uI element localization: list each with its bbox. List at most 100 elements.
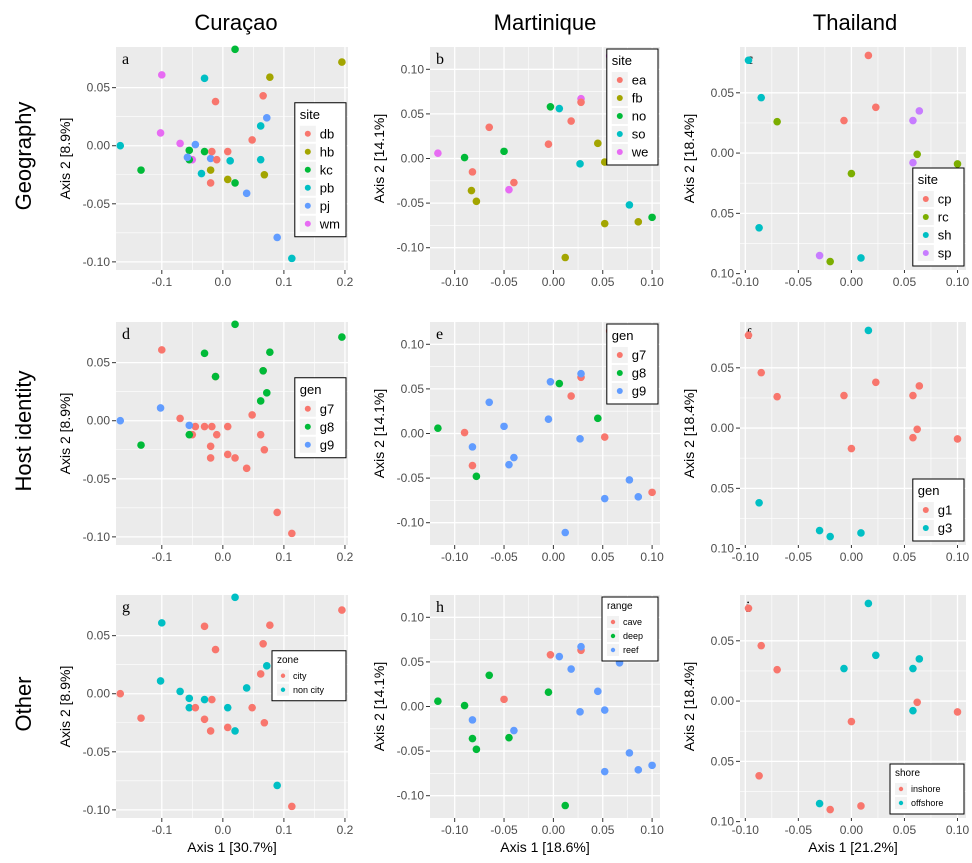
data-point <box>242 684 251 692</box>
legend-entry-label: kc <box>320 162 334 177</box>
y-axis-label: Axis 2 [14.1%] <box>371 662 387 752</box>
data-point <box>137 714 145 722</box>
data-point <box>288 802 296 811</box>
data-point <box>206 154 215 163</box>
data-point <box>953 160 962 168</box>
legend-entry-label: g1 <box>938 503 952 518</box>
data-point <box>116 416 125 425</box>
x-tick-label: 0.0 <box>214 550 231 564</box>
panel-h: -0.10 -0.05 0.00 0.05 0.10 0.10 0.05 0.00 -0.05 -… <box>371 595 664 855</box>
data-point <box>913 698 921 707</box>
data-point <box>206 166 215 174</box>
data-point <box>116 689 125 698</box>
data-point <box>460 701 469 710</box>
data-point <box>137 441 145 449</box>
data-point <box>847 169 856 178</box>
data-point <box>137 166 145 174</box>
data-point <box>259 91 267 100</box>
panel-i: -0.10-0.050.000.050.100.050.000.050.10iA… <box>681 595 970 855</box>
x-tick-label: -0.05 <box>785 550 813 564</box>
data-point <box>200 74 209 83</box>
data-point <box>200 622 209 631</box>
data-point <box>185 421 194 430</box>
data-point <box>485 398 494 407</box>
data-point <box>176 139 184 148</box>
panel-d: -0.1 0.0 0.1 0.2 0.05 0.00 -0.05 -0.10 d Axis 2 [… <box>57 320 354 564</box>
legend-key <box>616 77 623 83</box>
data-point <box>191 703 200 712</box>
legend-title: shore <box>895 768 920 779</box>
data-point <box>223 422 232 431</box>
legend-key <box>616 131 623 137</box>
data-point <box>576 435 584 443</box>
x-axis-label: Axis 1 [18.6%] <box>500 839 590 855</box>
legend-key <box>922 250 929 256</box>
legend-key <box>280 687 286 692</box>
data-point <box>561 801 570 810</box>
x-tick-label: -0.10 <box>441 823 469 837</box>
data-point <box>561 253 570 262</box>
data-point <box>157 619 166 627</box>
data-point <box>594 687 602 696</box>
legend-entry-label: g3 <box>938 521 952 536</box>
legend-key <box>304 220 311 227</box>
x-tick-label: 0.0 <box>214 823 231 837</box>
y-tick-label: 0.05 <box>401 382 425 396</box>
data-point <box>505 460 513 469</box>
legend-key <box>304 130 311 137</box>
x-tick-label: 0.2 <box>337 823 354 837</box>
data-point <box>577 369 585 378</box>
data-point <box>953 708 962 716</box>
panel-letter: a <box>122 51 129 68</box>
row-title-host-identity: Host identity <box>11 370 36 491</box>
data-point <box>555 652 564 661</box>
data-point <box>600 433 609 441</box>
x-tick-label: -0.05 <box>490 823 518 837</box>
data-point <box>468 716 477 724</box>
data-point <box>211 645 220 654</box>
data-point <box>260 718 269 727</box>
data-point <box>212 430 221 439</box>
y-tick-label: -0.10 <box>397 516 425 530</box>
data-point <box>467 186 476 195</box>
y-tick-label: 0.10 <box>401 610 425 624</box>
legend: gen g7 g8 g9 <box>294 377 347 459</box>
x-tick-label: -0.1 <box>151 275 172 289</box>
data-point <box>468 443 477 451</box>
data-point <box>544 688 553 697</box>
data-point <box>546 102 555 111</box>
data-point <box>206 454 215 462</box>
x-tick-label: 0.10 <box>946 823 970 837</box>
legend-title: gen <box>300 382 322 397</box>
legend-entry-label: we <box>631 145 649 160</box>
x-tick-label: 0.00 <box>840 275 864 289</box>
legend-entry-label: inshore <box>911 784 941 794</box>
column-title-curacao: Curaçao <box>194 10 277 35</box>
x-tick-label: 0.1 <box>276 823 293 837</box>
data-point <box>200 147 209 156</box>
data-point <box>872 651 880 660</box>
legend-entry-label: rc <box>938 210 949 225</box>
legend-entry-label: pj <box>320 198 330 213</box>
y-tick-label: 0.05 <box>87 356 111 370</box>
data-point <box>864 599 873 608</box>
y-tick-label: -0.05 <box>83 197 111 211</box>
data-point <box>826 257 834 266</box>
x-tick-label: -0.05 <box>785 823 813 837</box>
data-point <box>648 213 656 222</box>
data-point <box>953 435 962 443</box>
data-point <box>256 430 265 439</box>
legend-key <box>898 786 904 792</box>
panel-g: -0.1 0.0 0.1 0.2 0.05 0.00 -0.05 -0.10 g Axis 2 [… <box>57 593 354 855</box>
data-point <box>555 104 564 113</box>
legend-key <box>922 196 929 202</box>
y-tick-label: 0.05 <box>711 481 735 495</box>
data-point <box>594 139 602 148</box>
legend-title: gen <box>918 483 940 498</box>
data-point <box>815 251 824 260</box>
data-point <box>757 368 766 377</box>
data-point <box>872 378 880 387</box>
data-point <box>156 129 165 137</box>
data-point <box>472 472 481 481</box>
legend-key <box>304 423 311 430</box>
